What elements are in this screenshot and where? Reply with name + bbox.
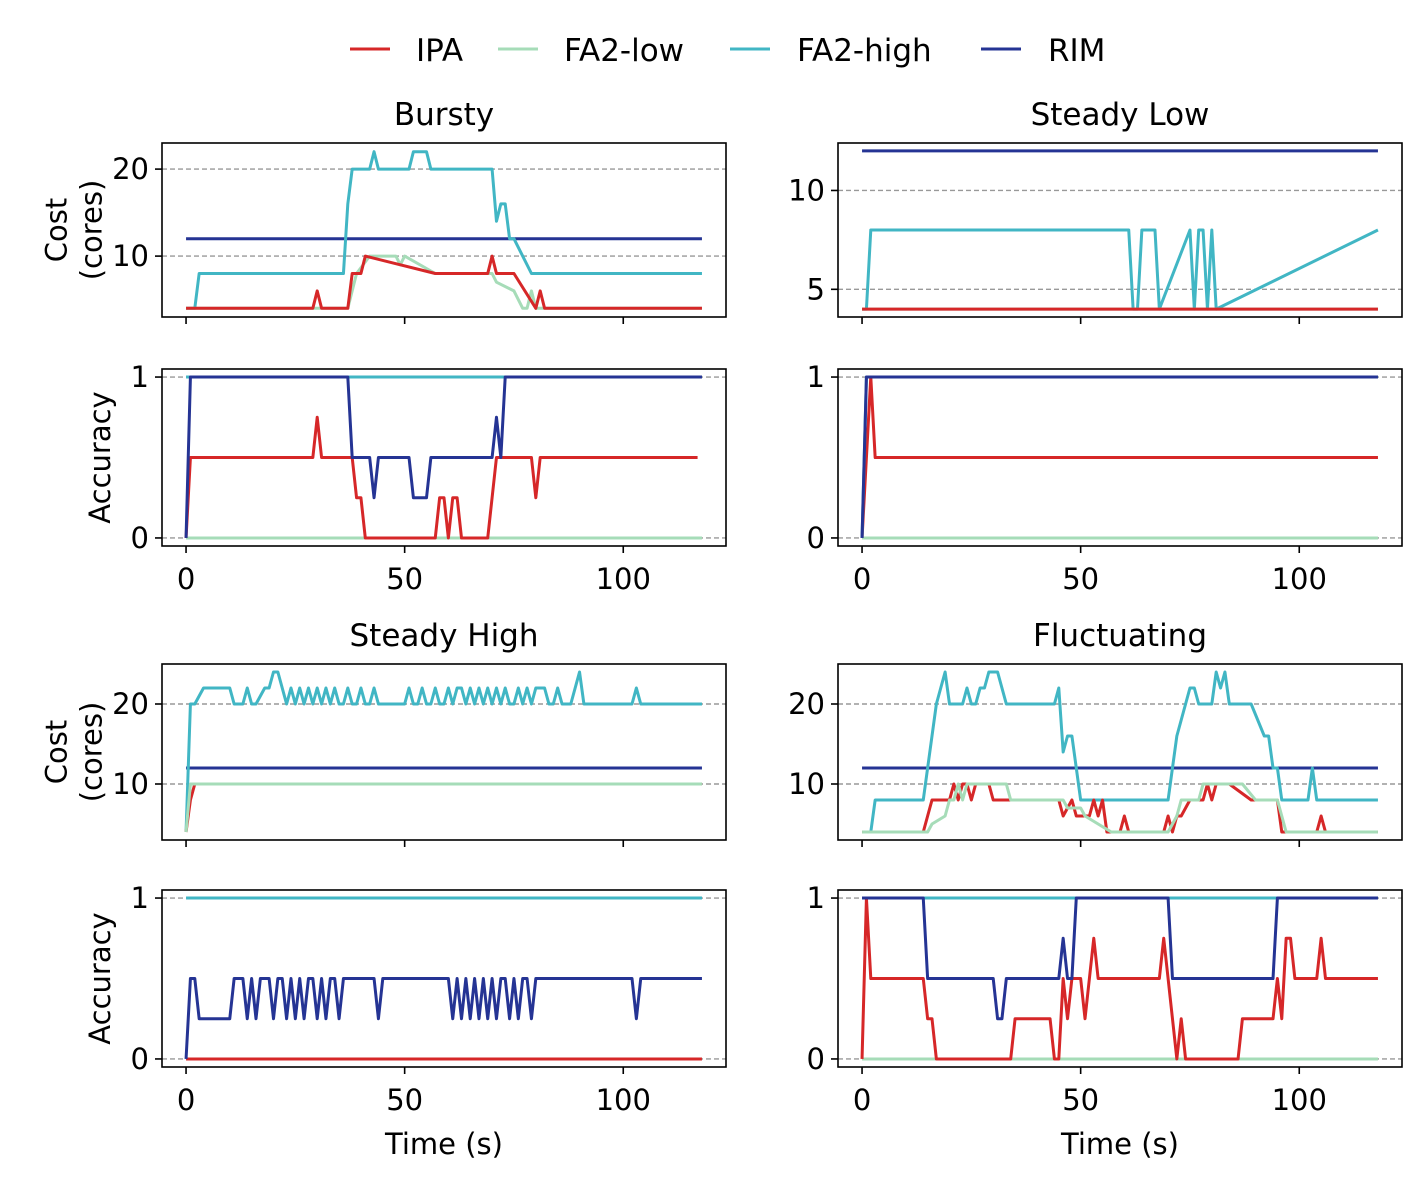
y-axis-label-line: Cost xyxy=(40,198,74,262)
y-tick-label-steady-low-accuracy-0: 0 xyxy=(807,521,825,555)
series-line-fa2-high-fluctuating-cost xyxy=(862,670,1378,834)
y-axis-label-line: (cores) xyxy=(75,702,109,803)
y-tick-label-steady-high-accuracy-1: 1 xyxy=(131,881,149,915)
series-line-ipa-steady-low-accuracy xyxy=(860,375,1378,539)
legend-entry-fa2-high: FA2-high xyxy=(730,33,932,69)
panel-steady-low-cost: 5 10 Steady Low xyxy=(788,97,1403,324)
y-tick-label-bursty-cost-20: 20 xyxy=(112,152,149,186)
y-tick-label-steady-low-cost-10: 10 xyxy=(788,173,825,207)
x-axis-label-steady-high-accuracy: Time (s) xyxy=(384,1127,503,1161)
series-line-ipa-bursty-accuracy xyxy=(184,415,698,540)
panel-steady-high-cost: 10 20 Steady High Cost(cores) xyxy=(40,618,727,847)
x-tick-label-fluctuating-accuracy-50: 50 xyxy=(1062,1083,1099,1117)
legend: IPA FA2-low FA2-high RIM xyxy=(350,33,1105,69)
y-tick-label-steady-low-cost-5: 5 xyxy=(807,272,825,306)
y-tick-label-fluctuating-cost-10: 10 xyxy=(788,767,825,801)
x-tick-label-steady-low-accuracy-100: 100 xyxy=(1272,562,1327,596)
series-line-fa2-high-bursty-cost xyxy=(186,150,702,310)
legend-label-fa2-low: FA2-low xyxy=(564,33,684,69)
series-line-fa2-low-steady-high-cost xyxy=(184,782,702,833)
axes-frame-bursty-cost xyxy=(161,142,727,318)
panel-title-fluctuating: Fluctuating xyxy=(1033,618,1207,654)
legend-entry-fa2-low: FA2-low xyxy=(498,33,684,69)
x-axis-label-fluctuating-accuracy: Time (s) xyxy=(1060,1127,1179,1161)
series-line-fa2-high-steady-high-cost xyxy=(184,670,702,833)
panel-title-steady-high: Steady High xyxy=(349,618,538,654)
axes-frame-fluctuating-accuracy xyxy=(837,889,1403,1068)
y-axis-label-bursty-accuracy: Accuracy xyxy=(83,391,117,523)
y-tick-label-bursty-cost-10: 10 xyxy=(112,239,149,273)
x-tick-label-steady-high-accuracy-100: 100 xyxy=(596,1083,651,1117)
legend-label-ipa: IPA xyxy=(416,33,463,69)
y-tick-label-steady-high-cost-10: 10 xyxy=(112,767,149,801)
series-line-rim-steady-high-accuracy xyxy=(184,977,702,1060)
x-tick-label-steady-high-accuracy-0: 0 xyxy=(177,1083,195,1117)
panel-fluctuating-cost: 10 20 Fluctuating xyxy=(788,618,1403,847)
x-tick-label-fluctuating-accuracy-0: 0 xyxy=(853,1083,871,1117)
series-line-rim-fluctuating-accuracy xyxy=(862,896,1378,1021)
legend-entry-rim: RIM xyxy=(981,33,1105,69)
x-tick-label-bursty-accuracy-100: 100 xyxy=(596,562,651,596)
series-line-fa2-low-fluctuating-cost xyxy=(862,782,1378,834)
series-line-rim-bursty-accuracy xyxy=(184,375,702,538)
y-axis-label-line: Accuracy xyxy=(83,391,117,523)
panel-title-bursty: Bursty xyxy=(394,97,494,133)
axes-frame-bursty-accuracy xyxy=(161,368,727,547)
axes-frame-steady-high-accuracy xyxy=(161,889,727,1068)
axes-frame-steady-low-cost xyxy=(837,142,1403,318)
panel-fluctuating-accuracy: 0 50 100 0 1 Time (s) xyxy=(807,881,1403,1161)
panel-steady-low-accuracy: 0 50 100 0 1 xyxy=(807,360,1403,596)
series-line-ipa-fluctuating-accuracy xyxy=(860,896,1378,1061)
axes-frame-steady-high-cost xyxy=(161,663,727,841)
x-tick-label-bursty-accuracy-50: 50 xyxy=(386,562,423,596)
x-tick-label-steady-low-accuracy-0: 0 xyxy=(853,562,871,596)
y-axis-label-bursty-cost: Cost(cores) xyxy=(40,180,109,281)
y-tick-label-steady-low-accuracy-1: 1 xyxy=(807,360,825,394)
y-axis-label-line: Accuracy xyxy=(83,912,117,1044)
y-axis-label-steady-high-cost: Cost(cores) xyxy=(40,702,109,803)
series-line-ipa-bursty-cost xyxy=(186,254,702,310)
legend-label-fa2-high: FA2-high xyxy=(797,33,932,69)
panel-steady-high-accuracy: 0 50 100 0 1 Time (s) Accuracy xyxy=(83,881,727,1161)
y-tick-label-steady-high-accuracy-0: 0 xyxy=(131,1042,149,1076)
panel-bursty-cost: 10 20 Bursty Cost(cores) xyxy=(40,97,727,324)
x-tick-label-fluctuating-accuracy-100: 100 xyxy=(1272,1083,1327,1117)
y-tick-label-fluctuating-accuracy-1: 1 xyxy=(807,881,825,915)
x-tick-label-bursty-accuracy-0: 0 xyxy=(177,562,195,596)
legend-label-rim: RIM xyxy=(1048,33,1105,69)
axes-frame-fluctuating-cost xyxy=(837,663,1403,841)
y-axis-label-line: Cost xyxy=(40,720,74,784)
y-axis-label-line: (cores) xyxy=(75,180,109,281)
axes-frame-steady-low-accuracy xyxy=(837,368,1403,547)
y-tick-label-bursty-accuracy-0: 0 xyxy=(131,521,149,555)
y-tick-label-steady-high-cost-20: 20 xyxy=(112,687,149,721)
legend-entry-ipa: IPA xyxy=(350,33,463,69)
panel-title-steady-low: Steady Low xyxy=(1031,97,1210,133)
x-tick-label-steady-low-accuracy-50: 50 xyxy=(1062,562,1099,596)
y-tick-label-bursty-accuracy-1: 1 xyxy=(131,360,149,394)
y-tick-label-fluctuating-cost-20: 20 xyxy=(788,687,825,721)
y-tick-label-fluctuating-accuracy-0: 0 xyxy=(807,1042,825,1076)
panel-bursty-accuracy: 0 50 100 0 1 Accuracy xyxy=(83,360,727,596)
y-axis-label-steady-high-accuracy: Accuracy xyxy=(83,912,117,1044)
series-line-rim-steady-low-accuracy xyxy=(860,375,1378,538)
x-tick-label-steady-high-accuracy-50: 50 xyxy=(386,1083,423,1117)
